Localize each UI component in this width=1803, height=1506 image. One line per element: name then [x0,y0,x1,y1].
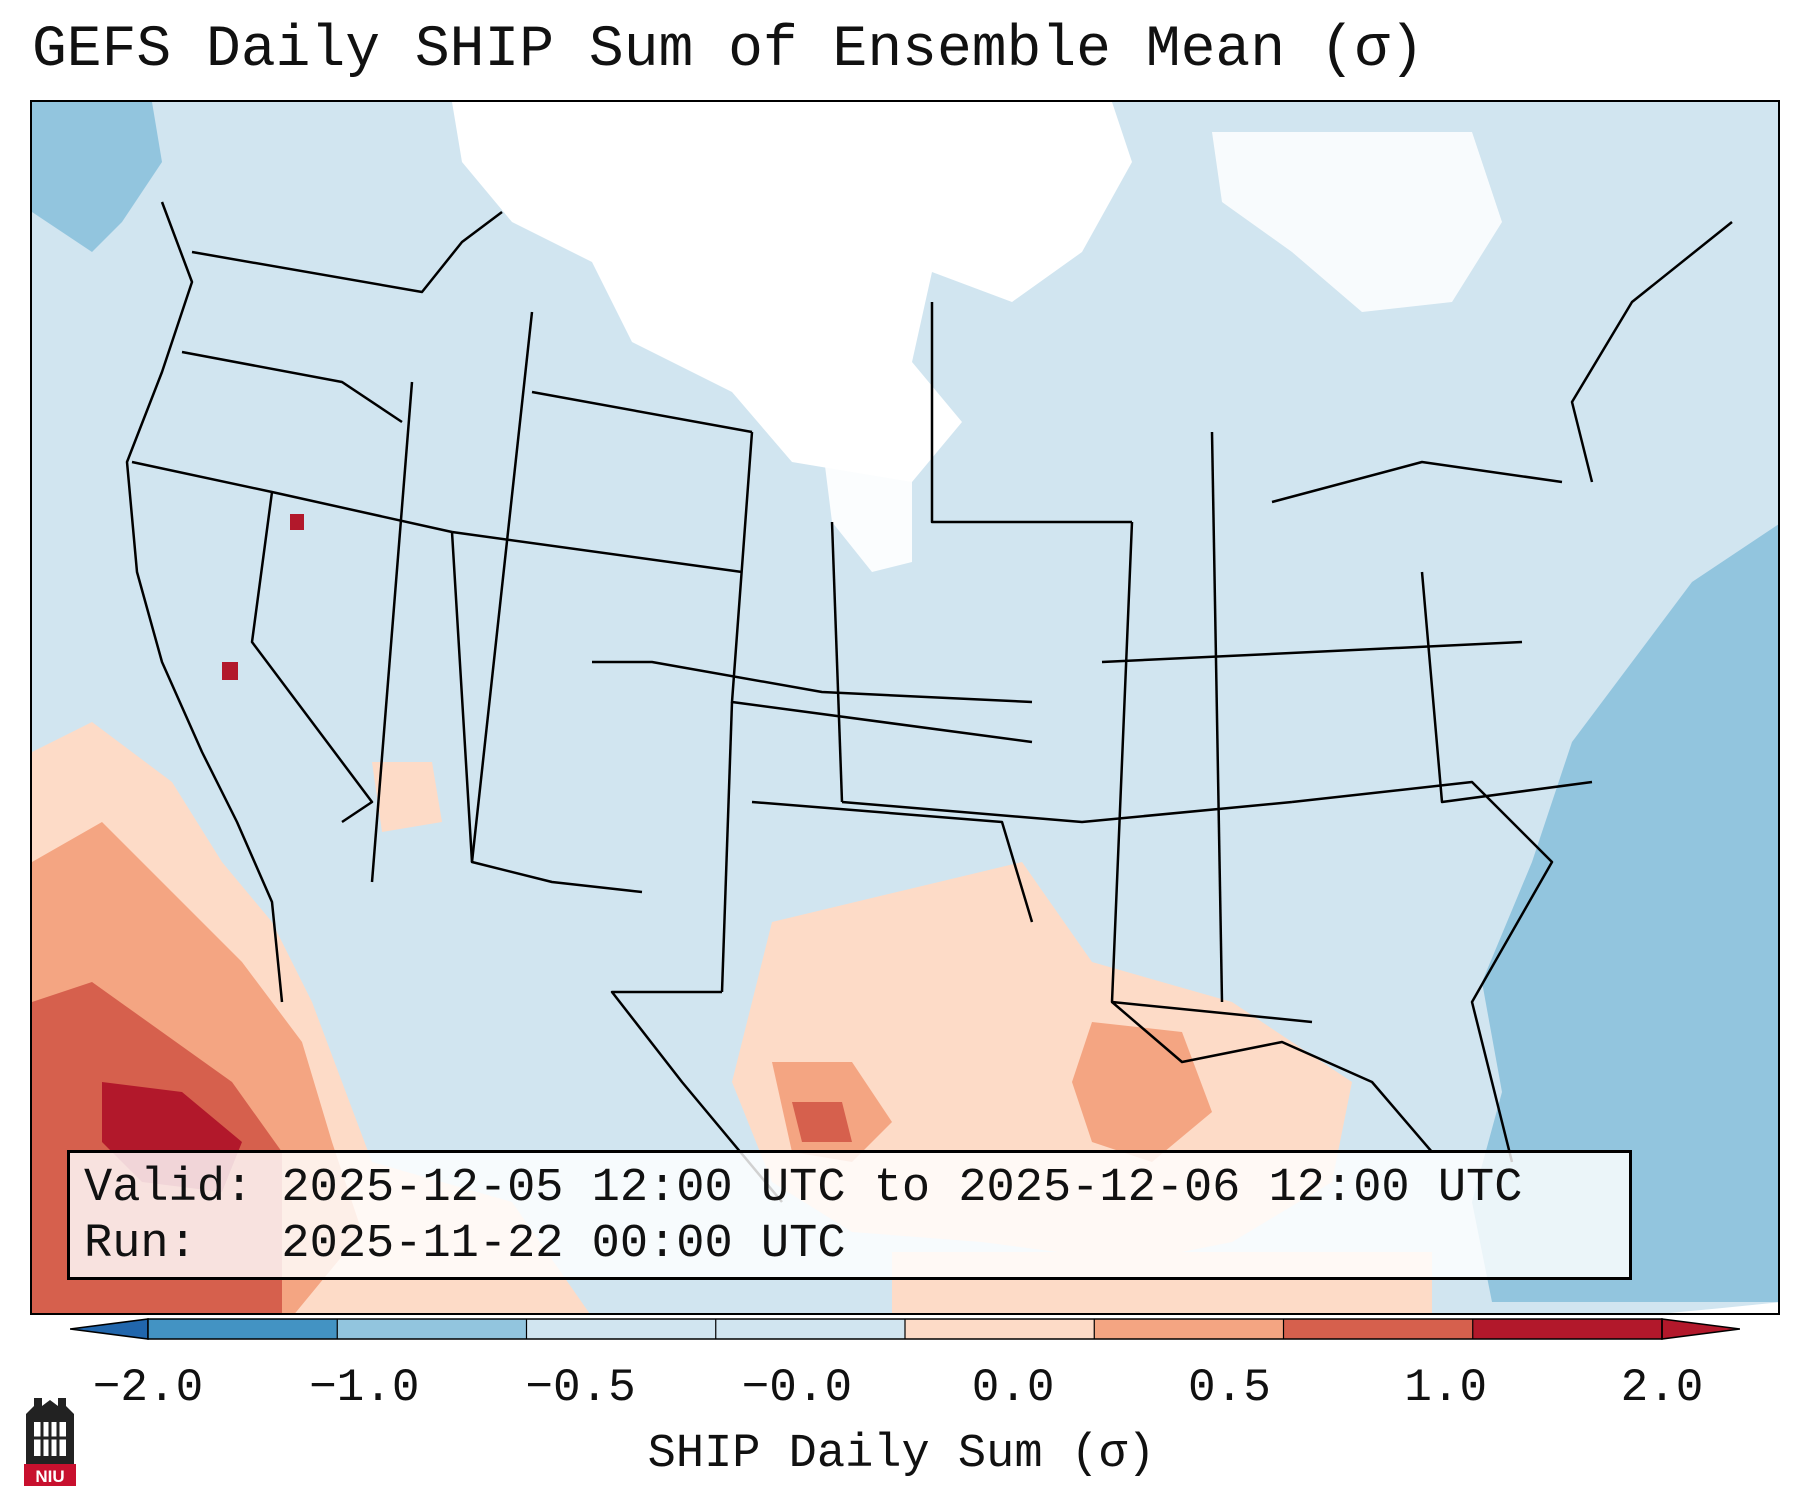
colorbar-extend-low [70,1318,149,1340]
colorbar-segment [1472,1319,1663,1339]
positive-pixel-nevada [290,514,304,530]
colorbar-segment [1283,1319,1474,1339]
colorbar-tick-label: −2.0 [92,1362,204,1414]
colorbar-tick-label: −1.0 [309,1362,420,1414]
colorbar [70,1318,1740,1340]
colorbar-segment [905,1319,1095,1339]
niu-logo: NIU [24,1398,76,1486]
colorbar-segment [148,1319,338,1339]
colorbar-extend-high [1661,1318,1740,1340]
colorbar-segment [1094,1319,1284,1339]
state-boundaries [125,201,1733,1203]
colorbar-segments [148,1319,1663,1339]
positive-pixel-california [222,662,238,680]
blue-region-northwest [32,102,162,252]
white-region-northeast [1212,132,1502,312]
positive-region-arizona [372,762,442,832]
white-region-canada [452,102,1132,482]
map-panel [30,100,1780,1315]
colorbar-segment [526,1319,717,1339]
chart-title: GEFS Daily SHIP Sum of Ensemble Mean (σ) [32,18,1425,83]
valid-time-text: Valid: 2025-12-05 12:00 UTC to 2025-12-0… [84,1162,1523,1215]
niu-logo-text: NIU [35,1467,64,1486]
run-time-text: Run: 2025-11-22 00:00 UTC [84,1218,846,1271]
colorbar-tick-label: 2.0 [1620,1362,1704,1414]
map-canvas [32,102,1778,1313]
valid-run-box: Valid: 2025-12-05 12:00 UTC to 2025-12-0… [67,1150,1632,1280]
colorbar-tick-label: 0.0 [971,1362,1055,1414]
positive-region-mexico-core [792,1102,852,1142]
map-domain [32,102,1778,1313]
colorbar-segment [715,1319,906,1339]
colorbar-segment [337,1319,527,1339]
colorbar-tick-label: 1.0 [1404,1362,1488,1414]
colorbar-tick-label: −0.0 [741,1362,853,1414]
white-region-plains [822,432,912,572]
blue-region-atlantic [1472,524,1778,1302]
colorbar-tick-label: −0.5 [525,1362,636,1414]
colorbar-label: SHIP Daily Sum (σ) [647,1428,1156,1481]
colorbar-tick-label: 0.5 [1188,1362,1271,1414]
